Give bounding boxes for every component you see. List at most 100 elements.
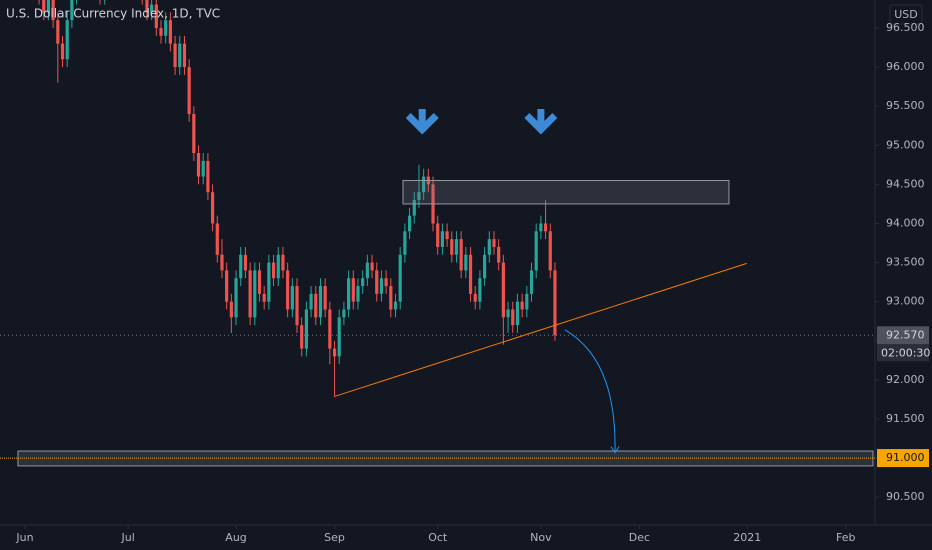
candle-body [206,160,210,193]
candle-body [182,43,187,68]
down-arrow [524,108,558,135]
candle-body [351,278,355,302]
candle-body [225,270,229,302]
candle-body [548,231,552,271]
candle-body [515,301,520,326]
x-tick-label: Feb [836,531,855,544]
currency-box [889,4,923,25]
candle-body [220,254,224,271]
candle-body [365,262,369,279]
candle-body [150,4,154,13]
y-tick-label: 96.000 [886,60,925,73]
candle-body [323,286,327,310]
y-tick-label: 91.500 [886,412,925,425]
candle-body [445,231,449,240]
zone [402,179,730,205]
candle-body [164,20,168,36]
candle-body [318,286,323,318]
candle-body [492,239,496,247]
candle-body [201,160,205,177]
candle-body [328,309,332,349]
candle-body [154,4,158,28]
chart-title: U.S. Dollar Currency Index, 1D, TVC [6,7,220,21]
candle-body [300,325,304,349]
candle-body [389,286,393,310]
candle-body [497,246,501,263]
candle-body [529,270,534,294]
candle-body [229,301,233,318]
candle-body [501,262,505,318]
x-tick-label: Dec [629,531,650,544]
candle-body [215,223,219,255]
candle-body [384,278,388,287]
candle-body [192,114,196,154]
candle-body [403,231,407,255]
y-tick-label: 96.500 [886,21,925,34]
currency: USD [894,8,918,21]
candle-body [46,0,51,13]
candle-body [276,254,280,279]
candle-body [440,231,445,247]
candle-body [314,293,318,318]
x-tick-label: Nov [530,531,552,544]
candle-body [393,301,398,310]
candle-body [173,43,177,68]
candle-body [407,215,412,232]
candle-body [159,27,163,36]
candle-body [370,262,374,271]
candle-body [450,239,454,255]
candle-body [422,176,426,193]
x-tick-label: Sep [324,531,345,544]
plot-area [0,0,875,467]
candle-body [281,254,285,271]
candle-body [168,20,172,44]
candle-body [379,278,384,294]
candle-body [342,309,346,318]
last-price-box [877,326,929,345]
y-tick-label: 95.500 [886,99,925,112]
candle-body [309,293,313,310]
candle-body [412,200,416,216]
trendline [334,262,747,397]
candle-body [196,153,201,177]
candle-body [248,270,252,318]
candle-body [454,239,459,255]
x-tick-label: Oct [428,531,448,544]
y-tick-label: 94.000 [886,216,925,229]
candle-body [257,270,262,294]
candle-body [436,223,440,247]
curve-arrow [564,329,620,454]
candle-body [60,43,65,60]
candle-body [347,278,351,310]
candle-body [243,254,248,271]
y-tick-label: 94.500 [886,177,925,190]
candle-body [42,0,46,13]
y-tick-label: 90.500 [886,490,925,503]
candle-body [267,262,271,302]
candle-body [483,254,487,279]
candle-body [356,286,360,302]
candle-body [304,309,308,349]
candle-body [65,20,69,60]
candle-body [286,270,290,310]
candle-body [295,286,299,326]
candle-body [417,192,421,201]
candle-body [520,301,524,310]
countdown: 02:00:30 [881,346,930,359]
candle-body [539,223,543,232]
candle-body [70,0,74,21]
candle-body [210,192,215,224]
candle-body [253,270,257,318]
down-arrow [405,108,439,135]
candle-body [478,278,482,302]
candle-body [234,278,238,318]
y-tick-label: 93.500 [886,256,925,269]
candle-body [56,20,60,44]
candle-body [553,270,557,336]
x-tick-label: Jun [15,531,33,544]
candle-body [473,293,477,302]
candle-body [543,223,548,232]
countdown-box [877,344,929,362]
candle-body [534,231,538,271]
candle-body [459,239,463,271]
